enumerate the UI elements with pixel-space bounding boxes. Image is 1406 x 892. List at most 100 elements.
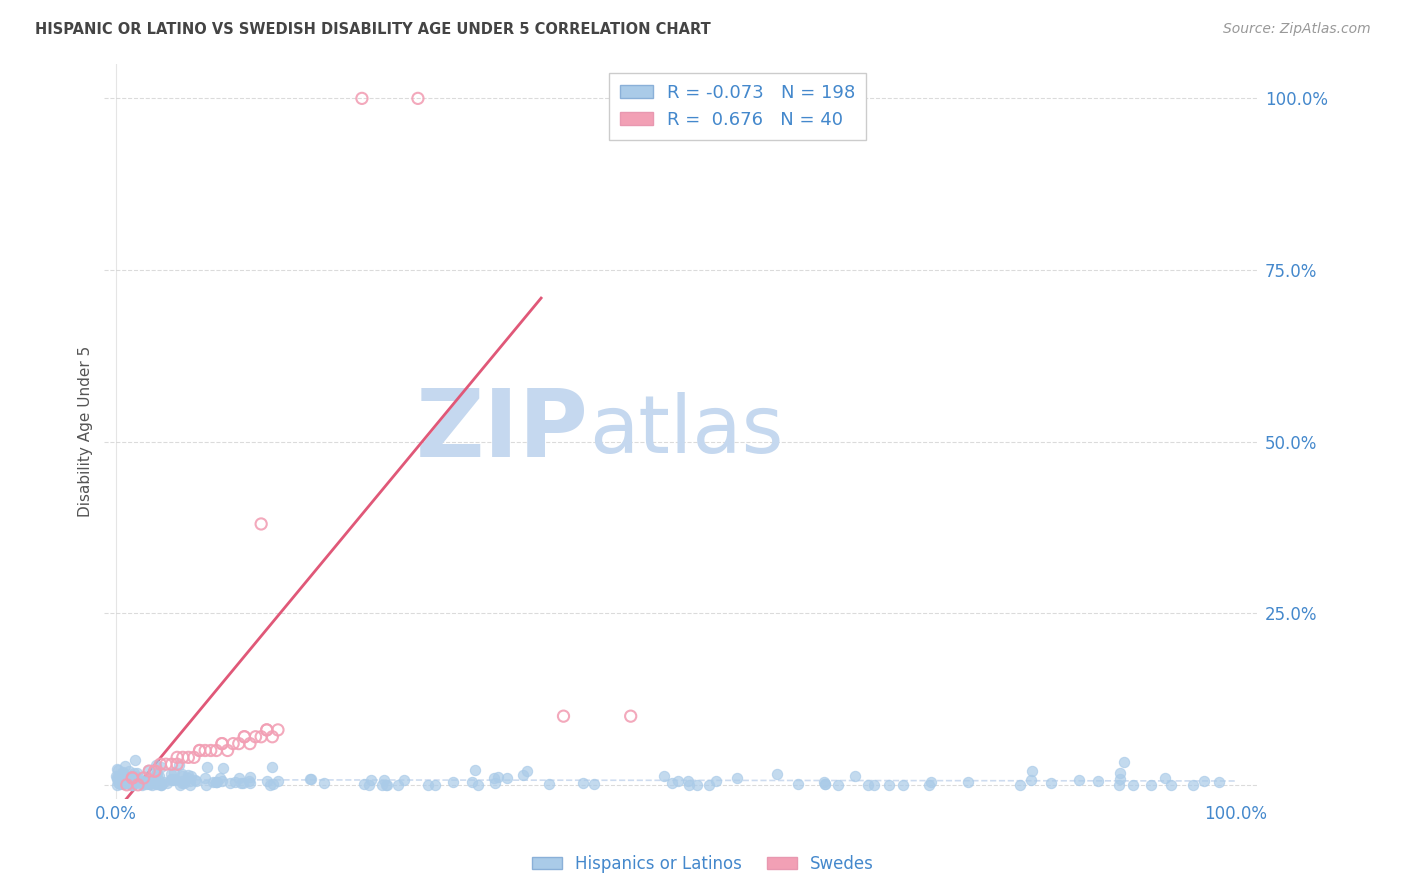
Point — [166, 757, 188, 772]
Point — [373, 773, 395, 788]
Point — [118, 777, 141, 791]
Point — [122, 777, 145, 791]
Point — [108, 775, 131, 789]
Point — [179, 774, 201, 789]
Point — [162, 772, 184, 787]
Point — [239, 737, 262, 751]
Point — [118, 764, 141, 779]
Point — [238, 774, 260, 789]
Point — [204, 775, 226, 789]
Point — [121, 771, 143, 785]
Point — [107, 772, 129, 787]
Point — [920, 775, 942, 789]
Point — [108, 777, 131, 791]
Point — [495, 771, 517, 785]
Point — [1192, 774, 1215, 789]
Point — [787, 777, 810, 791]
Point — [359, 778, 381, 792]
Point — [114, 772, 136, 786]
Point — [146, 765, 169, 780]
Point — [486, 770, 509, 784]
Point — [160, 757, 183, 772]
Point — [114, 773, 136, 788]
Point — [117, 772, 139, 787]
Point — [1109, 766, 1132, 780]
Point — [121, 777, 143, 791]
Point — [394, 773, 416, 788]
Point — [620, 709, 643, 723]
Point — [163, 773, 186, 788]
Point — [464, 764, 486, 778]
Point — [160, 773, 183, 788]
Point — [180, 769, 202, 783]
Point — [423, 778, 446, 792]
Point — [202, 774, 225, 789]
Point — [725, 771, 748, 785]
Point — [766, 767, 789, 781]
Point — [172, 767, 194, 781]
Point — [112, 776, 135, 790]
Point — [156, 776, 179, 790]
Point — [166, 750, 188, 764]
Point — [205, 774, 228, 789]
Point — [298, 772, 321, 786]
Point — [110, 776, 132, 790]
Point — [375, 778, 398, 792]
Point — [250, 730, 273, 744]
Point — [114, 776, 136, 790]
Point — [260, 760, 283, 774]
Point — [262, 730, 284, 744]
Point — [262, 777, 284, 791]
Point — [112, 772, 135, 787]
Point — [1208, 775, 1230, 789]
Point — [129, 773, 152, 788]
Point — [233, 730, 256, 744]
Point — [132, 771, 155, 785]
Point — [360, 772, 382, 787]
Point — [482, 771, 505, 785]
Point — [516, 764, 538, 778]
Point — [183, 772, 205, 787]
Point — [1087, 774, 1109, 789]
Text: HISPANIC OR LATINO VS SWEDISH DISABILITY AGE UNDER 5 CORRELATION CHART: HISPANIC OR LATINO VS SWEDISH DISABILITY… — [35, 22, 711, 37]
Point — [125, 765, 148, 780]
Point — [120, 777, 142, 791]
Point — [267, 774, 290, 789]
Point — [375, 778, 398, 792]
Point — [115, 772, 138, 786]
Point — [228, 772, 250, 786]
Point — [170, 774, 193, 789]
Point — [222, 737, 245, 751]
Point — [1019, 773, 1042, 788]
Legend: Hispanics or Latinos, Swedes: Hispanics or Latinos, Swedes — [524, 848, 882, 880]
Point — [114, 772, 136, 786]
Point — [172, 750, 194, 764]
Point — [170, 768, 193, 782]
Point — [224, 775, 246, 789]
Point — [153, 775, 176, 789]
Point — [125, 773, 148, 788]
Point — [652, 769, 675, 783]
Point — [957, 774, 980, 789]
Point — [233, 730, 256, 744]
Point — [179, 778, 201, 792]
Point — [188, 743, 211, 757]
Point — [104, 769, 127, 783]
Point — [121, 778, 143, 792]
Point — [194, 743, 217, 757]
Point — [814, 777, 837, 791]
Point — [108, 771, 131, 785]
Point — [460, 774, 482, 789]
Point — [844, 768, 866, 782]
Point — [138, 777, 160, 791]
Point — [114, 759, 136, 773]
Point — [143, 764, 166, 778]
Point — [205, 775, 228, 789]
Point — [145, 777, 167, 791]
Point — [813, 777, 835, 791]
Point — [441, 775, 464, 789]
Point — [1182, 778, 1205, 792]
Point — [127, 773, 149, 788]
Point — [146, 774, 169, 789]
Point — [120, 772, 142, 786]
